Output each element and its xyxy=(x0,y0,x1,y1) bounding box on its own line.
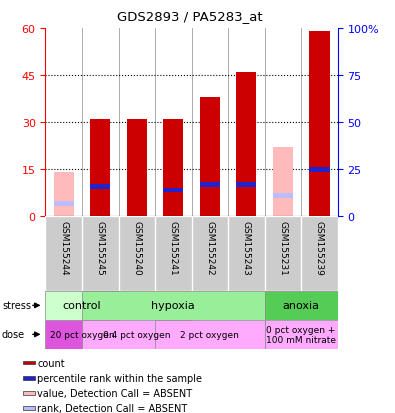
Bar xyxy=(273,148,293,217)
Text: 20 pct oxygen: 20 pct oxygen xyxy=(50,330,114,339)
Text: control: control xyxy=(63,301,101,311)
Bar xyxy=(236,183,256,187)
Bar xyxy=(90,120,110,217)
Bar xyxy=(200,98,220,217)
Text: GSM155244: GSM155244 xyxy=(59,221,68,275)
Text: GSM155241: GSM155241 xyxy=(169,221,178,275)
Bar xyxy=(155,320,265,349)
Bar xyxy=(23,392,36,395)
Text: GSM155239: GSM155239 xyxy=(315,221,324,275)
Bar xyxy=(309,32,329,217)
Text: GSM155243: GSM155243 xyxy=(242,221,251,275)
Bar xyxy=(309,168,329,172)
Bar xyxy=(45,291,118,320)
Text: anoxia: anoxia xyxy=(283,301,320,311)
Bar xyxy=(45,320,118,349)
Bar xyxy=(265,320,338,349)
Bar xyxy=(54,173,74,217)
Bar xyxy=(23,376,36,380)
Bar xyxy=(127,120,147,217)
Bar xyxy=(82,320,192,349)
Text: dose: dose xyxy=(2,330,25,339)
Text: percentile rank within the sample: percentile rank within the sample xyxy=(38,373,202,383)
Bar xyxy=(273,194,293,199)
Text: GSM155240: GSM155240 xyxy=(132,221,141,275)
Bar xyxy=(23,406,36,410)
Text: count: count xyxy=(38,358,65,368)
Text: stress: stress xyxy=(2,301,31,311)
Bar xyxy=(163,120,183,217)
Bar xyxy=(200,183,220,187)
Text: value, Detection Call = ABSENT: value, Detection Call = ABSENT xyxy=(38,388,192,398)
Text: 2 pct oxygen: 2 pct oxygen xyxy=(181,330,239,339)
Bar xyxy=(163,188,183,193)
Bar xyxy=(82,291,265,320)
Text: GDS2893 / PA5283_at: GDS2893 / PA5283_at xyxy=(117,10,262,23)
Text: GSM155231: GSM155231 xyxy=(278,221,288,275)
Text: hypoxia: hypoxia xyxy=(151,301,195,311)
Text: rank, Detection Call = ABSENT: rank, Detection Call = ABSENT xyxy=(38,403,188,413)
Bar xyxy=(265,291,338,320)
Bar xyxy=(236,73,256,217)
Text: 0 pct oxygen +
100 mM nitrate: 0 pct oxygen + 100 mM nitrate xyxy=(266,325,336,344)
Text: 0.4 pct oxygen: 0.4 pct oxygen xyxy=(103,330,171,339)
Bar xyxy=(23,361,36,365)
Bar xyxy=(54,201,74,206)
Bar xyxy=(90,185,110,189)
Text: GSM155245: GSM155245 xyxy=(96,221,105,275)
Text: GSM155242: GSM155242 xyxy=(205,221,214,275)
